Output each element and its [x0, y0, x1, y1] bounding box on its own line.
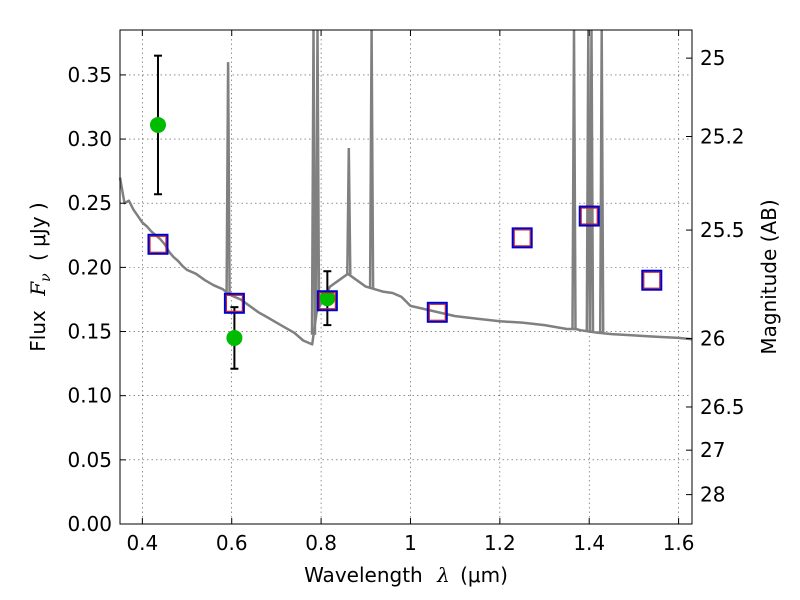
y-tick-label: 0.10	[67, 384, 112, 408]
y2-tick-label: 25.5	[700, 218, 745, 242]
observed-point	[149, 116, 166, 133]
model-sed-line	[118, 177, 693, 346]
observed-photometry-layer	[149, 54, 336, 370]
model-photometry-inner-square	[225, 294, 243, 312]
model-photometry-inner-square	[580, 207, 598, 225]
y2-tick-label: 28	[700, 483, 725, 507]
y-axis-ticks: 0.00 0.05 0.10 0.15 0.20 0.25 0.30 0.35	[67, 63, 126, 536]
y2-tick-label: 26.5	[700, 395, 745, 419]
y2-tick-label: 25	[700, 46, 725, 70]
y2-axis-label: Magnitude (AB)	[757, 199, 781, 354]
plot-frame	[119, 29, 693, 525]
model-photometry-layer	[147, 205, 663, 323]
y2-tick-label: 26	[700, 327, 725, 351]
model-photometry-square	[511, 227, 533, 249]
x-tick-label: 0.6	[216, 531, 248, 555]
y-tick-label: 0.30	[67, 127, 112, 151]
model-photometry-inner-square	[149, 235, 167, 253]
y-tick-label: 0.35	[67, 63, 112, 87]
y-tick-label: 0.20	[67, 255, 112, 279]
y2-axis-ticks: 25 25.2 25.5 26 26.5 27 28	[686, 46, 745, 507]
y-tick-label: 0.05	[67, 448, 112, 472]
observed-point	[226, 329, 243, 346]
x-tick-label: 1	[404, 531, 417, 555]
y-axis-label: Flux Fν ( μJy )	[26, 202, 55, 351]
x-axis-ticks: 0.4 0.6 0.8 1 1.2 1.4 1.6	[126, 30, 695, 555]
model-photometry-square	[426, 301, 448, 323]
y2-tick-label: 27	[700, 438, 725, 462]
model-photometry-inner-square	[513, 229, 531, 247]
model-photometry-square	[641, 269, 663, 291]
y2-tick-label: 25.2	[700, 125, 745, 149]
x-axis-label: Wavelength λ (μm)	[304, 563, 508, 587]
model-emission-spike	[346, 147, 352, 275]
model-emission-spike	[225, 62, 231, 294]
model-photometry-inner-square	[428, 303, 446, 321]
x-tick-label: 1.2	[484, 531, 516, 555]
model-photometry-inner-square	[643, 271, 661, 289]
x-tick-label: 0.8	[305, 531, 337, 555]
model-photometry-square	[147, 233, 169, 255]
x-tick-label: 0.4	[126, 531, 158, 555]
model-photometry-inner-square	[318, 292, 336, 310]
model-photometry-square	[316, 290, 338, 312]
y-tick-label: 0.00	[67, 512, 112, 536]
observed-point	[319, 290, 336, 307]
x-tick-label: 1.6	[663, 531, 695, 555]
model-photometry-square	[223, 292, 245, 314]
y-tick-label: 0.15	[67, 320, 112, 344]
model-photometry-square	[578, 205, 600, 227]
x-tick-label: 1.4	[573, 531, 605, 555]
y-tick-label: 0.25	[67, 191, 112, 215]
